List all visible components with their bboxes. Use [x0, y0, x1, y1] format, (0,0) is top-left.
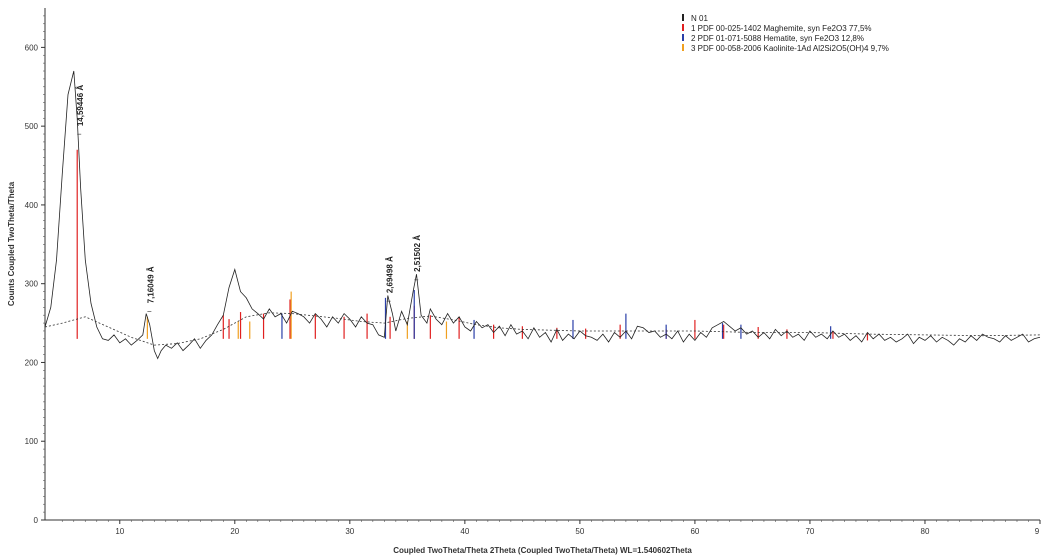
x-tick-label: 70 [805, 527, 814, 536]
x-tick-label: 50 [575, 527, 584, 536]
y-tick-label: 200 [25, 358, 39, 367]
pattern-line [44, 70, 1041, 360]
peak-label: 7,16049 Å [146, 266, 155, 303]
legend: N 011 PDF 00-025-1402 Maghemite, syn Fe2… [682, 14, 889, 53]
x-tick-label: 80 [921, 527, 930, 536]
y-tick-label: 600 [25, 43, 39, 52]
legend-label: N 01 [691, 14, 708, 23]
peak-label: 14,59446 Å [76, 85, 85, 127]
y-axis-title: Counts Coupled TwoTheta/Theta [7, 181, 16, 306]
legend-label: 3 PDF 00-058-2006 Kaolinite-1Ad Al2Si2O5… [691, 44, 889, 53]
y-tick-label: 400 [25, 201, 39, 210]
axes: 10 20 30 40 50 60 70 80 9 0 100 200 300 400 500 600 [25, 8, 1041, 536]
reference-phase-lines [76, 149, 869, 341]
legend-swatch [682, 44, 684, 51]
background-line [44, 312, 1041, 346]
y-tick-label: 500 [25, 122, 39, 131]
x-ticks: 10 20 30 40 50 60 70 80 9 [61, 520, 1041, 536]
x-tick-label: 9 [1035, 527, 1040, 536]
peak-label: 2,51502 Å [413, 235, 422, 272]
x-tick-label: 60 [690, 527, 699, 536]
y-tick-label: 300 [25, 280, 39, 289]
legend-label: 2 PDF 01-071-5088 Hematite, syn Fe2O3 12… [691, 34, 864, 43]
peak-label: 2,69498 Å [386, 256, 395, 293]
y-ticks: 0 100 200 300 400 500 600 [25, 15, 45, 525]
peak-annotations: 14,59446 Å 7,16049 Å 2,69498 Å 2,51502 Å [76, 85, 422, 312]
x-tick-label: 20 [230, 527, 239, 536]
y-tick-label: 0 [34, 516, 39, 525]
y-tick-label: 100 [25, 437, 39, 446]
legend-swatch [682, 34, 684, 41]
x-tick-label: 30 [345, 527, 354, 536]
legend-swatch [682, 24, 684, 31]
x-axis-title: Coupled TwoTheta/Theta 2Theta (Coupled T… [393, 546, 692, 555]
series-lines [44, 70, 1041, 360]
legend-swatch [682, 14, 684, 21]
x-tick-label: 40 [460, 527, 469, 536]
legend-label: 1 PDF 00-025-1402 Maghemite, syn Fe2O3 7… [691, 24, 872, 33]
x-tick-label: 10 [115, 527, 124, 536]
